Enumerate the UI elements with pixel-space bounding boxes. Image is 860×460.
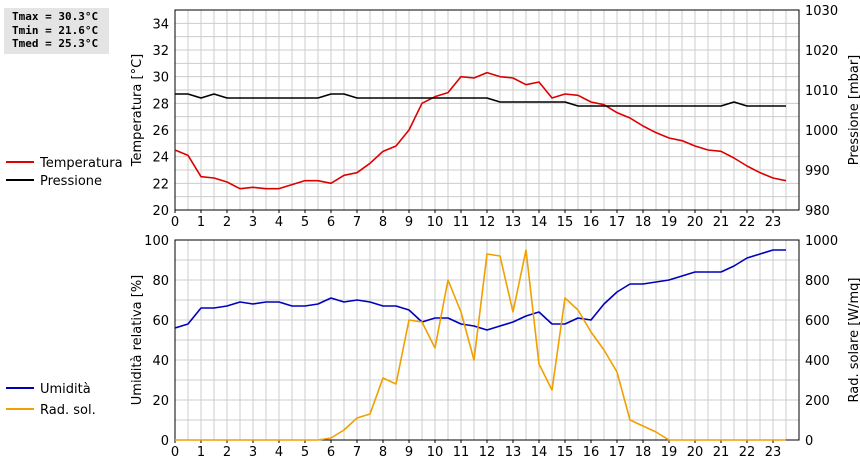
top-chart-ticks: 0 1 2 3 4 5 6 7 8 9 10 11 12 13 14 15 16 17 18 19 20 21 22 2320… bbox=[152, 4, 838, 230]
bottom-chart-x-tick-label: 11 bbox=[453, 445, 470, 460]
bottom-chart-x-tick-label: 19 bbox=[661, 445, 678, 460]
bottom-chart-x-tick-label: 14 bbox=[531, 445, 548, 460]
bottom-chart-x-tick-label: 22 bbox=[739, 445, 756, 460]
top-chart-x-tick-label: 22 bbox=[739, 215, 756, 230]
top-chart-y2-tick-label: 1030 bbox=[805, 4, 838, 19]
top-chart-y-tick-label: 20 bbox=[152, 204, 169, 219]
bottom-chart-y-tick-label: 40 bbox=[152, 354, 169, 369]
top-chart-x-tick-label: 4 bbox=[275, 215, 283, 230]
top-chart-y-tick-label: 26 bbox=[152, 124, 169, 139]
top-chart-y2-tick-label: 1020 bbox=[805, 44, 838, 59]
top-chart-y-tick-label: 32 bbox=[152, 44, 169, 59]
bottom-chart-y-axis-label: Umidità relativa [%] bbox=[130, 275, 145, 405]
top-chart-x-tick-label: 9 bbox=[405, 215, 413, 230]
bottom-chart-y-tick-label: 80 bbox=[152, 274, 169, 289]
top-chart-x-tick-label: 10 bbox=[427, 215, 444, 230]
top-chart-series-temperatura bbox=[174, 71, 787, 190]
bottom-chart-y2-tick-label: 200 bbox=[805, 394, 830, 409]
stat-tmin: Tmin = 21.6°C bbox=[12, 23, 99, 37]
bottom-chart-series-rad-sol- bbox=[175, 249, 786, 441]
bottom-chart-x-tick-label: 17 bbox=[609, 445, 626, 460]
top-chart-y-tick-label: 24 bbox=[152, 151, 169, 166]
legend-label-humidity: Umidità bbox=[40, 382, 91, 397]
bottom-chart-legend: Umidità Rad. sol. bbox=[6, 382, 96, 418]
top-chart-legend: Temperatura Pressione bbox=[6, 156, 123, 189]
top-chart-x-tick-label: 1 bbox=[197, 215, 205, 230]
top-chart-x-tick-label: 0 bbox=[171, 215, 179, 230]
top-chart-x-tick-label: 14 bbox=[531, 215, 548, 230]
legend-label-pressure: Pressione bbox=[40, 174, 102, 189]
top-chart-x-tick-label: 18 bbox=[635, 215, 652, 230]
bottom-chart-y2-axis-label: Rad. solare [W/mq] bbox=[847, 277, 860, 402]
bottom-chart-x-tick-label: 20 bbox=[687, 445, 704, 460]
stat-tmed: Tmed = 25.3°C bbox=[12, 37, 99, 50]
top-chart-y-tick-label: 34 bbox=[152, 17, 169, 32]
bottom-chart-ticks: 0 1 2 3 4 5 6 7 8 9 10 11 12 13 14 15 16 17 18 19 20 21 22 2302… bbox=[144, 234, 838, 460]
bottom-chart-y2-tick-label: 1000 bbox=[805, 234, 838, 249]
bottom-chart-y-tick-label: 60 bbox=[152, 314, 169, 329]
bottom-chart-y-tick-label: 0 bbox=[161, 434, 169, 449]
bottom-chart-x-tick-label: 1 bbox=[197, 445, 205, 460]
bottom-chart-y2-tick-label: 800 bbox=[805, 274, 830, 289]
bottom-chart-x-tick-label: 10 bbox=[427, 445, 444, 460]
top-chart-x-tick-label: 12 bbox=[479, 215, 496, 230]
top-chart-x-tick-label: 6 bbox=[327, 215, 335, 230]
top-chart-x-tick-label: 19 bbox=[661, 215, 678, 230]
top-chart-y-tick-label: 30 bbox=[152, 71, 169, 86]
top-chart-y2-tick-label: 980 bbox=[805, 204, 830, 219]
bottom-chart-x-tick-label: 7 bbox=[353, 445, 361, 460]
bottom-chart-y2-tick-label: 0 bbox=[805, 434, 813, 449]
top-chart-x-tick-label: 13 bbox=[505, 215, 522, 230]
top-chart-series bbox=[174, 71, 787, 190]
top-chart-y2-tick-label: 1000 bbox=[805, 124, 838, 139]
bottom-chart-series-umidit- bbox=[174, 249, 786, 331]
top-chart-series-pressione bbox=[175, 93, 786, 107]
bottom-chart-y-tick-label: 100 bbox=[144, 234, 169, 249]
top-chart-x-tick-label: 7 bbox=[353, 215, 361, 230]
bottom-chart-x-tick-label: 12 bbox=[479, 445, 496, 460]
top-chart-x-tick-label: 11 bbox=[453, 215, 470, 230]
top-chart-y-tick-label: 28 bbox=[152, 97, 169, 112]
bottom-chart-y2-tick-label: 600 bbox=[805, 314, 830, 329]
stat-tmax: Tmax = 30.3°C bbox=[12, 10, 99, 23]
legend-label-radiation: Rad. sol. bbox=[40, 403, 96, 418]
bottom-chart-x-tick-label: 6 bbox=[327, 445, 335, 460]
bottom-chart-y-tick-label: 20 bbox=[152, 394, 169, 409]
bottom-chart-x-tick-label: 5 bbox=[301, 445, 309, 460]
bottom-chart-series bbox=[174, 249, 786, 441]
top-chart-x-tick-label: 23 bbox=[765, 215, 782, 230]
top-chart-y2-axis-label: Pressione [mbar] bbox=[847, 55, 860, 166]
top-chart-y-tick-label: 22 bbox=[152, 177, 169, 192]
top-chart-x-tick-label: 2 bbox=[223, 215, 231, 230]
top-chart-x-tick-label: 3 bbox=[249, 215, 257, 230]
bottom-chart-grid bbox=[175, 240, 799, 440]
top-chart-y2-tick-label: 1010 bbox=[805, 84, 838, 99]
top-chart-grid bbox=[175, 10, 799, 210]
bottom-chart-x-tick-label: 18 bbox=[635, 445, 652, 460]
bottom-chart-x-tick-label: 2 bbox=[223, 445, 231, 460]
top-chart-x-tick-label: 20 bbox=[687, 215, 704, 230]
bottom-chart-x-tick-label: 0 bbox=[171, 445, 179, 460]
stats-box: Tmax = 30.3°C Tmin = 21.6°C Tmed = 25.3°… bbox=[4, 8, 109, 54]
bottom-chart-x-tick-label: 23 bbox=[765, 445, 782, 460]
bottom-chart-x-tick-label: 3 bbox=[249, 445, 257, 460]
top-chart-y-axis-label: Temperatura [°C] bbox=[130, 54, 145, 167]
top-chart-x-tick-label: 15 bbox=[557, 215, 574, 230]
top-chart-x-tick-label: 8 bbox=[379, 215, 387, 230]
legend-label-temperature: Temperatura bbox=[39, 156, 123, 171]
bottom-chart-y2-tick-label: 400 bbox=[805, 354, 830, 369]
top-chart-y2-tick-label: 990 bbox=[805, 164, 830, 179]
bottom-chart-x-tick-label: 4 bbox=[275, 445, 283, 460]
bottom-chart-x-tick-label: 16 bbox=[583, 445, 600, 460]
top-chart-x-tick-label: 21 bbox=[713, 215, 730, 230]
bottom-chart-x-tick-label: 15 bbox=[557, 445, 574, 460]
bottom-chart-x-tick-label: 21 bbox=[713, 445, 730, 460]
bottom-chart-x-tick-label: 8 bbox=[379, 445, 387, 460]
top-chart-x-tick-label: 16 bbox=[583, 215, 600, 230]
bottom-chart-x-tick-label: 9 bbox=[405, 445, 413, 460]
bottom-chart-x-tick-label: 13 bbox=[505, 445, 522, 460]
top-chart-x-tick-label: 17 bbox=[609, 215, 626, 230]
top-chart-x-tick-label: 5 bbox=[301, 215, 309, 230]
